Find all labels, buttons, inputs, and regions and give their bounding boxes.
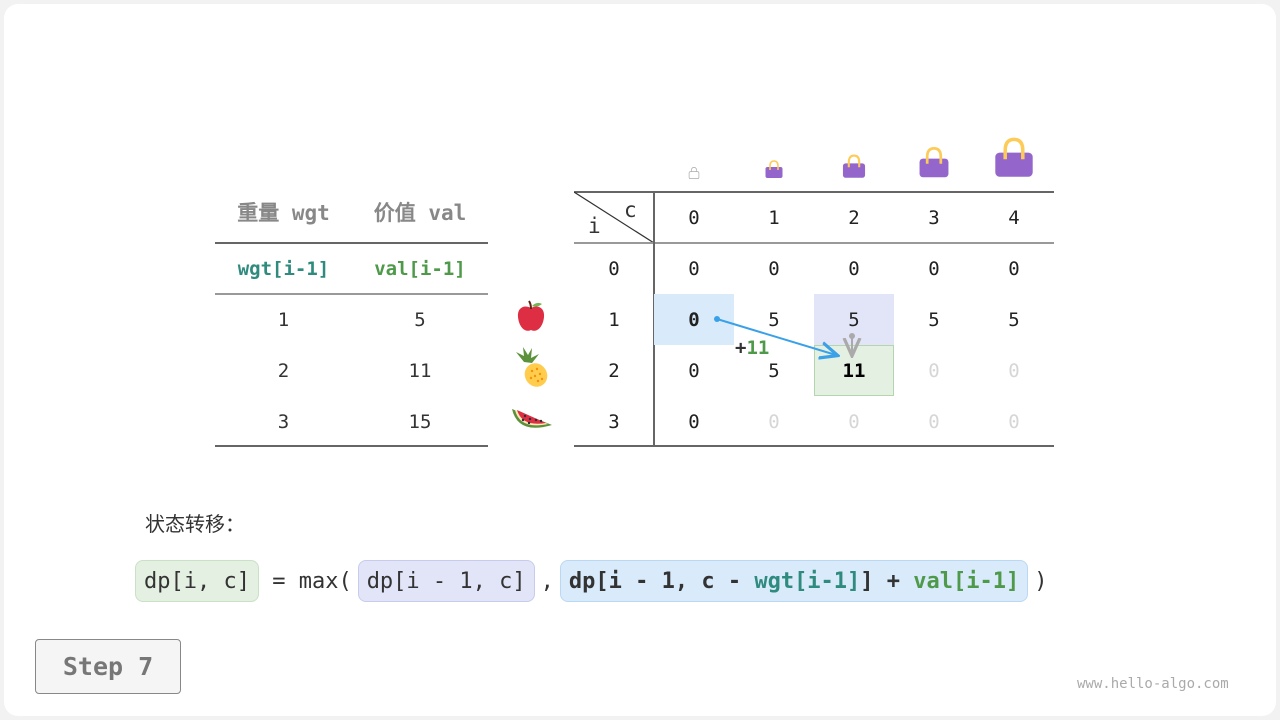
step-button[interactable]: Step 7 [35, 639, 181, 694]
bag-icon [764, 159, 784, 183]
row-header: 0 [608, 257, 620, 280]
divider [574, 242, 1054, 244]
subheader-wgt: wgt[i-1] [237, 257, 330, 280]
col-header: 2 [848, 206, 860, 229]
dp-cell: 0 [688, 410, 700, 433]
subheader-val: val[i-1] [374, 257, 466, 280]
dp-cell: 0 [688, 359, 700, 382]
col-header: 4 [1008, 206, 1020, 229]
transition-formula: dp[i, c] = max( dp[i - 1, c] , dp[i - 1,… [135, 559, 1048, 603]
row-header: 2 [608, 359, 620, 382]
dp-cell: 0 [654, 294, 734, 345]
formula-part: ] + [860, 568, 914, 594]
formula-comma: , [540, 568, 554, 594]
dp-cell: 0 [848, 410, 860, 433]
bag-icon [841, 153, 867, 183]
dp-cell: 0 [768, 257, 780, 280]
formula-option-take: dp[i - 1, c - wgt[i-1]] + val[i-1] [559, 560, 1029, 602]
divider [574, 191, 1054, 193]
item-weight: 2 [277, 359, 290, 382]
formula-val: val[i-1] [913, 568, 1020, 594]
formula-close: ) [1034, 568, 1048, 594]
item-weight: 1 [277, 308, 290, 331]
apple-icon [517, 300, 545, 331]
pineapple-icon [516, 347, 548, 387]
item-weight: 3 [277, 410, 290, 433]
dp-cell: 5 [928, 308, 940, 331]
formula-lhs: dp[i, c] [135, 560, 259, 602]
formula-max: = max( [258, 568, 352, 594]
bag-empty-icon [687, 165, 701, 184]
col-header: 3 [928, 206, 940, 229]
footer-url: www.hello-algo.com [1077, 676, 1229, 692]
divider [215, 293, 488, 295]
header-value: 价值 val [373, 201, 467, 225]
dp-cell: 0 [928, 359, 940, 382]
dp-cell: 0 [688, 257, 700, 280]
bag-icon [917, 145, 951, 183]
formula-option-skip: dp[i - 1, c] [357, 560, 535, 602]
dp-cell: 11 [814, 345, 894, 396]
annotation-value: 11 [746, 337, 770, 359]
divider [215, 242, 488, 244]
corner-col-label: c [624, 198, 637, 222]
corner-row-label: i [588, 214, 601, 238]
item-value: 11 [408, 359, 432, 382]
dp-cell: 0 [1008, 257, 1020, 280]
dp-cell: 5 [768, 359, 780, 382]
col-header: 0 [688, 206, 700, 229]
annotation-prefix: + [735, 337, 747, 359]
item-value: 5 [414, 308, 426, 331]
item-value: 15 [408, 410, 432, 433]
transition-label: 状态转移： [145, 512, 245, 536]
header-weight: 重量 wgt [237, 201, 330, 225]
bag-icon [992, 135, 1036, 183]
dp-cell: 0 [1008, 410, 1020, 433]
formula-wgt: wgt[i-1] [754, 568, 861, 594]
dp-cell: 0 [768, 410, 780, 433]
dp-cell: 0 [1008, 359, 1020, 382]
dp-cell: 0 [928, 410, 940, 433]
dp-cell: 5 [814, 294, 894, 345]
corner-diagonal [574, 192, 654, 243]
formula-part: dp[i - 1, c - [568, 568, 755, 594]
value-annotation: +11 [735, 337, 769, 359]
row-header: 1 [608, 308, 620, 331]
watermelon-icon [512, 409, 552, 428]
row-header: 3 [608, 410, 620, 433]
dp-cell: 0 [848, 257, 860, 280]
col-header: 1 [768, 206, 780, 229]
divider [215, 445, 488, 447]
divider [574, 445, 1054, 447]
dp-cell: 0 [928, 257, 940, 280]
dp-cell: 5 [1008, 308, 1020, 331]
